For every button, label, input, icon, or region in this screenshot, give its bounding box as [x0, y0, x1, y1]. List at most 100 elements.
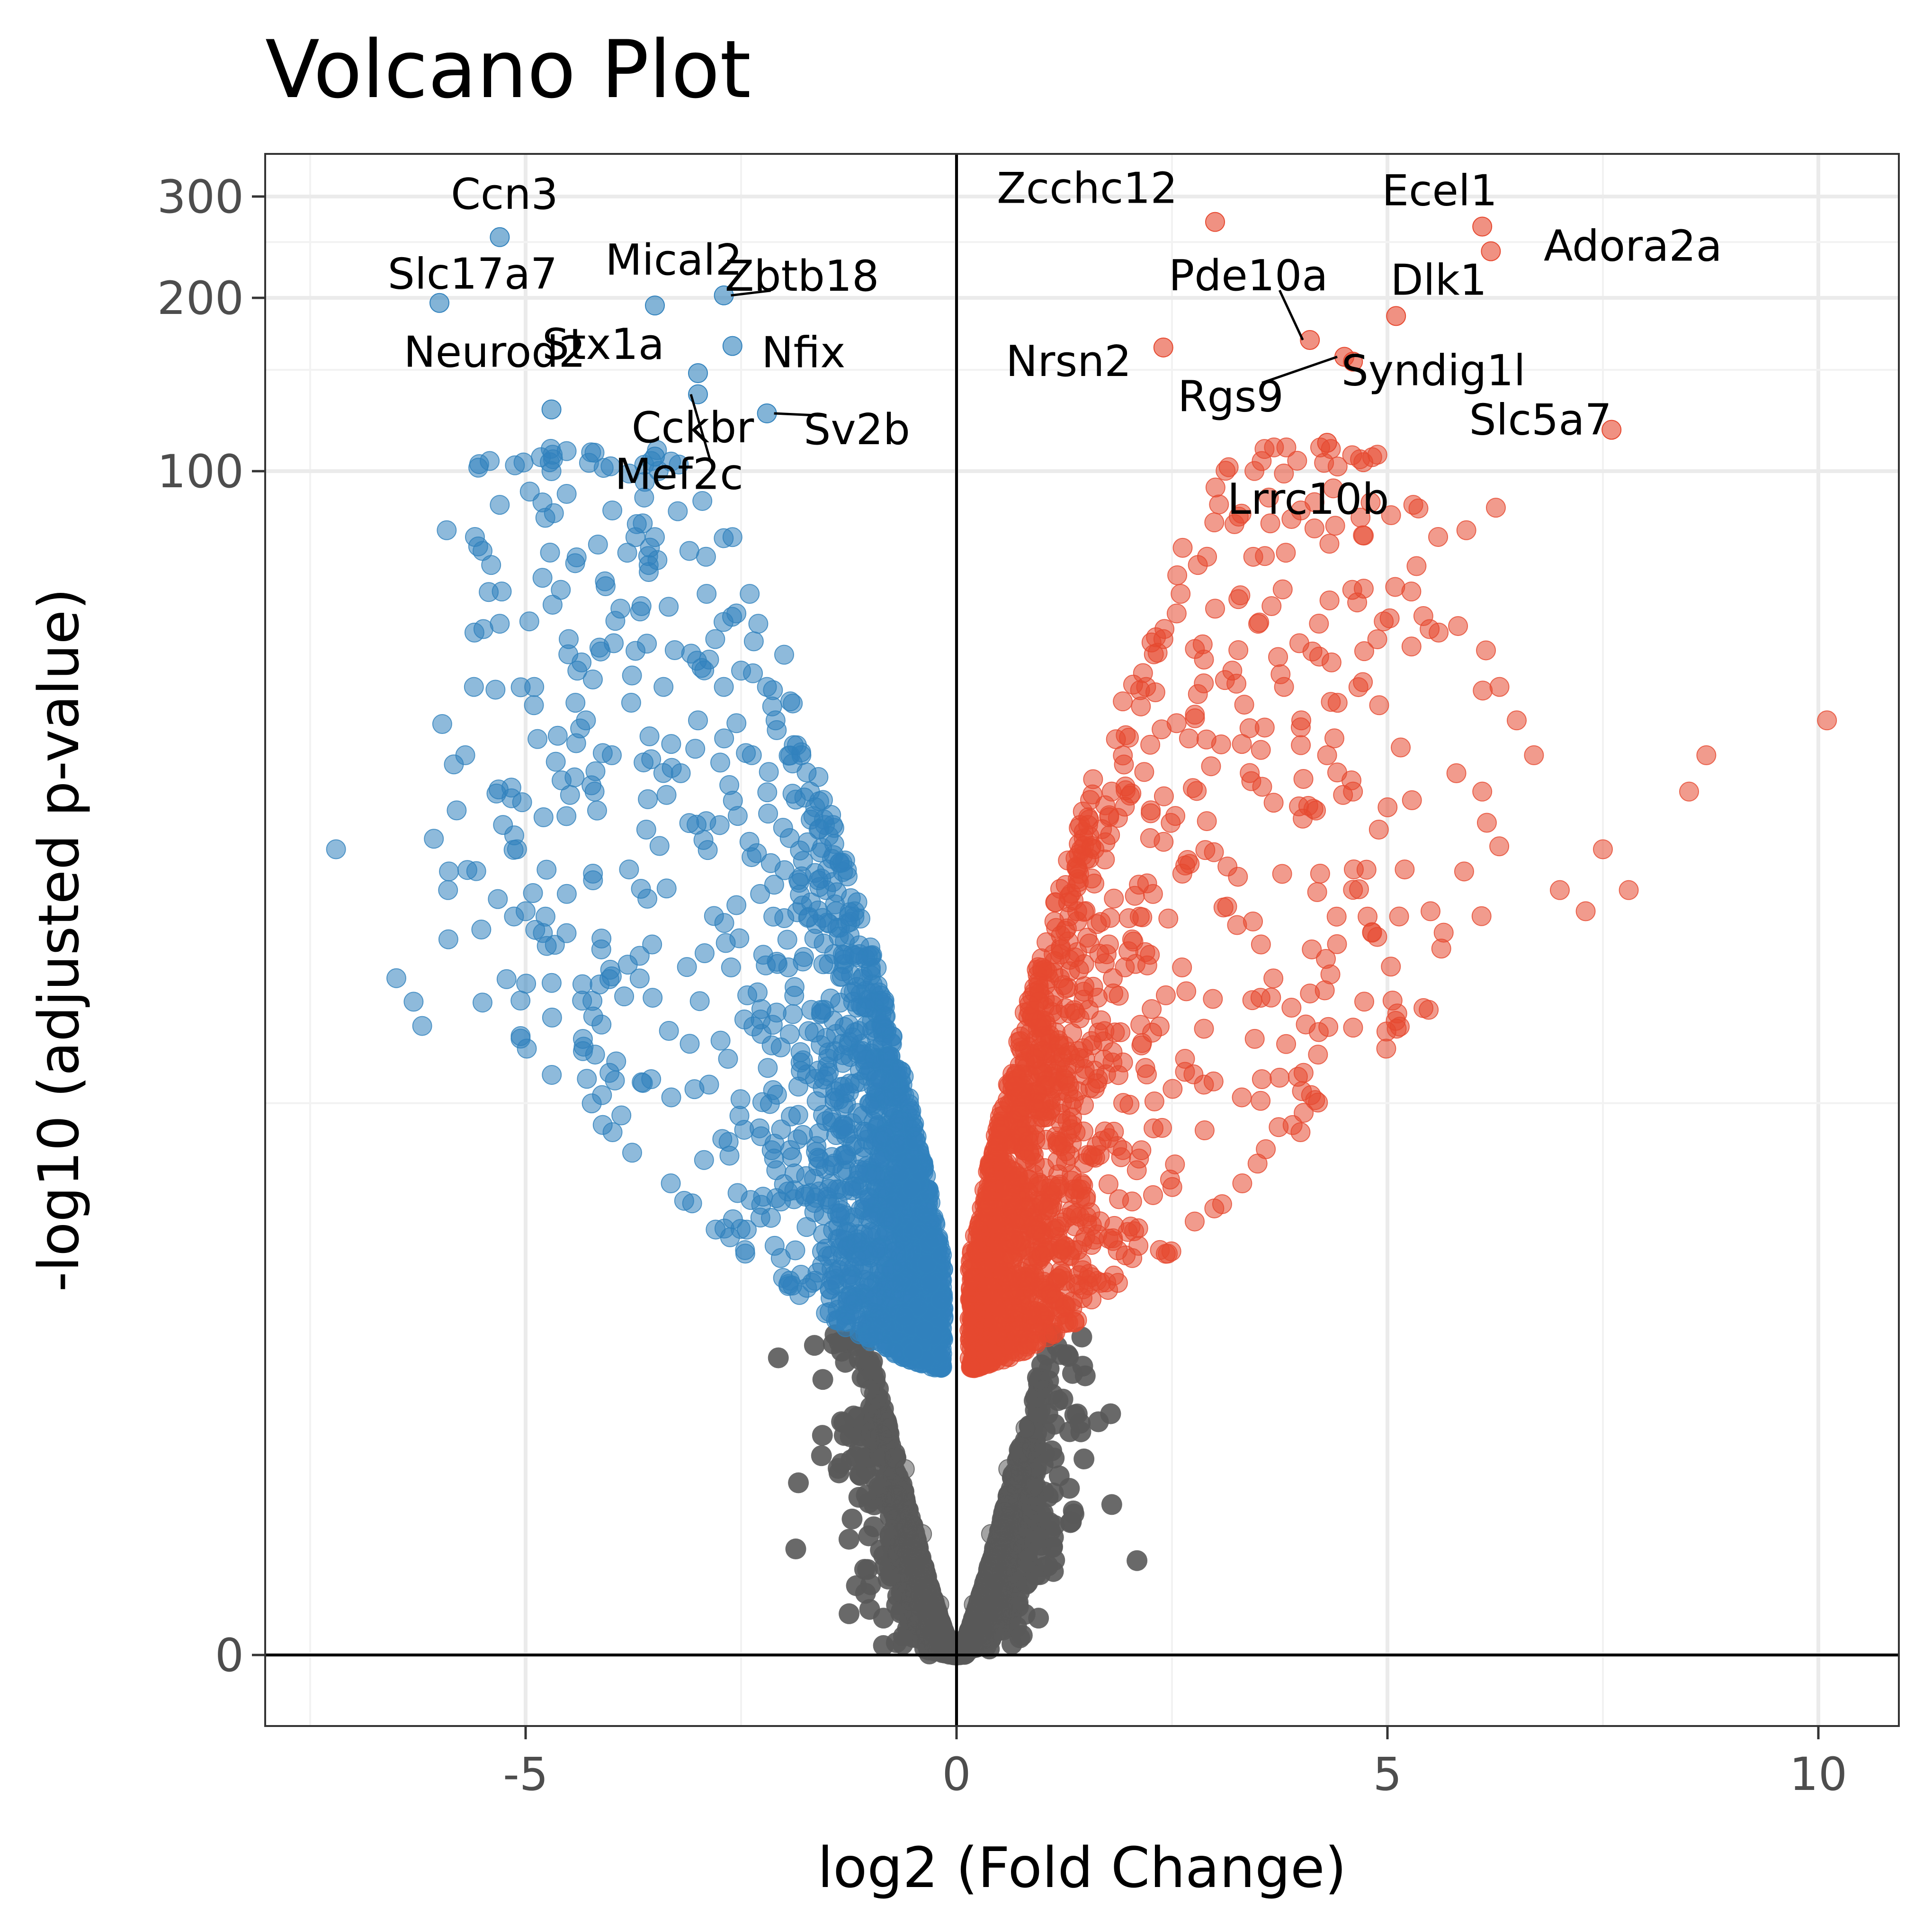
point-up [990, 1342, 1010, 1362]
point-up [1290, 1122, 1311, 1142]
point-down [439, 861, 459, 882]
point-down [877, 1208, 898, 1229]
point-down [588, 535, 608, 555]
point-up [1343, 781, 1363, 802]
point-not_significant [929, 1594, 949, 1615]
point-not-significant [858, 1525, 879, 1547]
point-down [631, 878, 651, 899]
point-down [860, 937, 881, 957]
point-down [656, 785, 677, 805]
point-down [778, 1276, 798, 1296]
point-up [1353, 672, 1373, 692]
point-down [914, 1320, 935, 1341]
point-up [1177, 850, 1198, 870]
point-down [595, 571, 615, 591]
point-not-significant [1050, 1344, 1072, 1365]
point-up [1088, 1069, 1108, 1089]
y-tick-label: 200 [157, 272, 244, 325]
point-down [519, 611, 539, 632]
point-down [809, 1149, 830, 1169]
point-down [774, 644, 794, 665]
point-down [638, 555, 659, 575]
point-down [645, 527, 665, 547]
point-up [1307, 882, 1327, 902]
point-up [1012, 1064, 1032, 1084]
gene-label-syndig1l: Syndig1l [1342, 346, 1526, 396]
point-down [507, 839, 527, 859]
point-down [848, 1310, 868, 1330]
point-up [1218, 457, 1239, 477]
point-down [677, 957, 697, 977]
point-down [626, 641, 646, 661]
point-up [1428, 527, 1449, 547]
point-up [1080, 790, 1100, 810]
point-down [718, 1049, 738, 1069]
point-not_significant [1015, 1418, 1036, 1439]
point-down [770, 1037, 791, 1057]
point-not-significant [1044, 1448, 1065, 1469]
point-up [1153, 629, 1173, 649]
point-not-significant [861, 1421, 882, 1442]
point-down [537, 859, 557, 880]
point-up [1176, 981, 1197, 1002]
point-down [843, 992, 863, 1012]
point-down [710, 752, 730, 773]
point-up [1203, 989, 1223, 1009]
point-down [533, 923, 553, 943]
point-down [787, 1129, 808, 1149]
point-up [1289, 796, 1309, 816]
point-down [565, 693, 586, 713]
point-down [674, 1190, 694, 1211]
point-down [726, 713, 747, 733]
point-down [464, 622, 484, 643]
point-up [1002, 1190, 1022, 1211]
point-up [1376, 1038, 1396, 1059]
point-down [590, 974, 610, 994]
point-not-significant [1032, 1502, 1054, 1523]
point-down [765, 710, 786, 731]
point-up [1086, 1136, 1107, 1156]
point-down [714, 728, 734, 749]
point-up [961, 1283, 982, 1303]
point-down [709, 815, 730, 835]
point-down [424, 829, 444, 849]
point-labeled-gene [722, 336, 742, 356]
point-up [1308, 1022, 1329, 1042]
point-down [621, 693, 641, 713]
point-up [1183, 778, 1203, 798]
point-not-significant [1043, 1482, 1064, 1503]
point-up [1274, 677, 1294, 697]
point-up [1113, 745, 1133, 766]
point-up [1454, 861, 1474, 882]
point-down [720, 1227, 740, 1247]
point-down [868, 1239, 888, 1259]
point-down [796, 762, 817, 783]
point-down [632, 1072, 652, 1092]
point-up [1197, 811, 1217, 832]
point-down [661, 734, 681, 754]
point-not-significant [976, 1574, 997, 1596]
point-up [1319, 534, 1340, 554]
point-up [1268, 647, 1288, 667]
point-not-significant [1052, 1388, 1073, 1410]
point-down [719, 1145, 740, 1166]
point-up [1011, 1296, 1032, 1316]
point-not-significant [838, 1529, 859, 1550]
point-down [605, 1070, 625, 1091]
point-down [472, 993, 492, 1013]
point-down [867, 957, 887, 978]
point-up [1046, 892, 1066, 912]
point-not-significant [1026, 1541, 1047, 1562]
point-down [656, 878, 677, 899]
point-up [1250, 988, 1270, 1008]
point-up [1301, 1085, 1321, 1105]
point-up [1817, 710, 1837, 731]
point-up [1050, 968, 1070, 988]
point-not_significant [894, 1459, 915, 1479]
point-up [1015, 1149, 1036, 1169]
point-up [1102, 1052, 1123, 1073]
point-up [1204, 512, 1225, 533]
point-up [1619, 880, 1639, 900]
point-up [1158, 908, 1179, 929]
point-up [1232, 1087, 1252, 1108]
